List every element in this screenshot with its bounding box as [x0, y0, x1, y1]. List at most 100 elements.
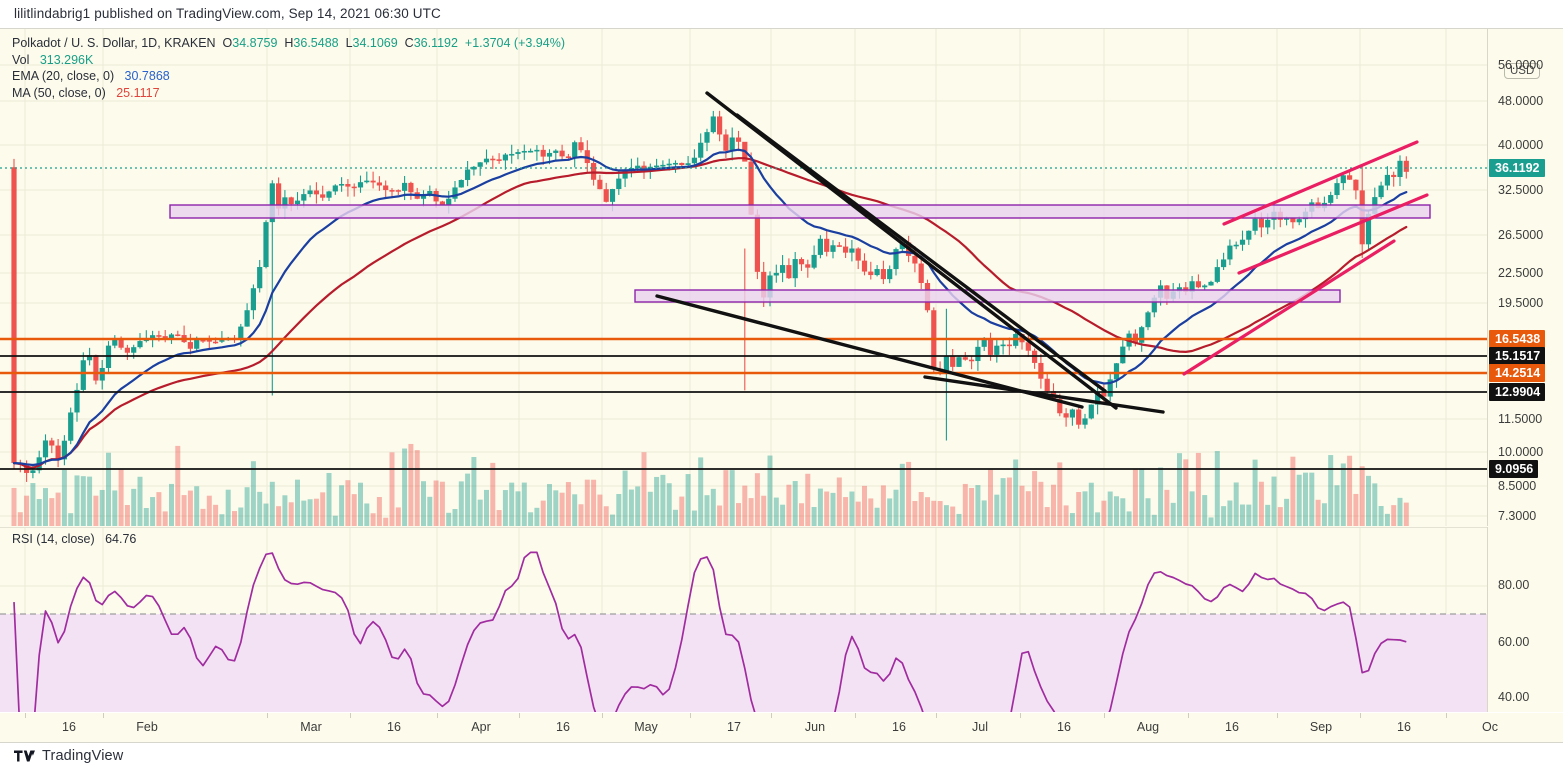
- candle-body: [68, 412, 74, 441]
- currency-pill[interactable]: USD: [1504, 63, 1541, 79]
- price-level-badge[interactable]: 16.5438: [1489, 330, 1546, 348]
- ascending-channel[interactable]: [1182, 140, 1429, 376]
- volume-bar: [950, 506, 956, 526]
- price-level-badge[interactable]: 15.1517: [1489, 347, 1546, 365]
- volume-series: [11, 443, 1409, 526]
- rsi-pane[interactable]: RSI (14, close) 64.76: [0, 527, 1487, 712]
- candle-body: [994, 345, 1000, 355]
- volume-bar: [389, 452, 395, 526]
- candle-body: [830, 245, 836, 252]
- volume-bar: [1164, 489, 1170, 526]
- volume-bar: [345, 480, 351, 526]
- volume-bar: [912, 501, 918, 526]
- price-axis-tick: 56.0000: [1498, 58, 1544, 72]
- volume-bar: [597, 494, 603, 526]
- candle-body: [288, 197, 294, 205]
- time-axis-tick: 16: [892, 720, 906, 734]
- volume-bar: [1051, 484, 1056, 526]
- candle-body: [1290, 217, 1296, 223]
- time-axis-separator: [855, 713, 856, 718]
- volume-bar: [943, 505, 949, 526]
- time-axis-separator: [1446, 713, 1447, 718]
- candle-body: [698, 142, 704, 158]
- candle-body: [1328, 195, 1334, 203]
- time-axis-separator: [350, 713, 351, 718]
- volume-bar: [887, 498, 893, 526]
- volume-bar: [402, 448, 408, 526]
- volume-bar: [112, 490, 118, 526]
- volume-bar: [880, 485, 886, 526]
- volume-bar: [1145, 498, 1151, 526]
- candle-body: [168, 334, 175, 340]
- candle-body: [950, 356, 956, 367]
- volume-bar: [162, 511, 168, 526]
- volume-bar: [225, 489, 231, 526]
- volume-bar: [106, 452, 111, 526]
- chart-frame[interactable]: Polkadot / U. S. Dollar, 1D, KRAKEN O34.…: [0, 28, 1563, 712]
- volume-bar: [553, 490, 559, 526]
- volume-bar: [679, 496, 685, 526]
- volume-bar: [805, 473, 811, 526]
- candle-body: [263, 222, 269, 268]
- descending-trendline-mid[interactable]: [735, 113, 1107, 393]
- trendlines[interactable]: [655, 91, 1165, 414]
- volume-bar: [565, 482, 571, 526]
- price-level-badge[interactable]: 9.0956: [1489, 460, 1539, 478]
- price-level-badge[interactable]: 36.1192: [1489, 159, 1545, 177]
- price-pane[interactable]: Polkadot / U. S. Dollar, 1D, KRAKEN O34.…: [0, 29, 1487, 526]
- candle-body: [912, 255, 918, 264]
- candle-body: [729, 137, 735, 151]
- price-level-badge[interactable]: 14.2514: [1489, 364, 1546, 382]
- volume-bar: [194, 486, 200, 526]
- time-axis[interactable]: 16 Feb Mar 16 Apr 16 May 17 Jun 16 Jul 16 Aug 16 Sep 16…: [0, 713, 1563, 743]
- price-axis[interactable]: USD 56.0000 48.0000 40.0000 32.5000 26.5000 2…: [1487, 29, 1563, 557]
- horizontal-levels[interactable]: [0, 337, 1487, 470]
- candle-body: [427, 190, 433, 196]
- supply-demand-zones[interactable]: [169, 204, 1431, 303]
- candle-body: [446, 198, 452, 205]
- volume-bar: [799, 503, 804, 526]
- candle-body: [282, 197, 288, 209]
- time-axis-tick: Aug: [1136, 720, 1160, 734]
- volume-bar: [1284, 498, 1290, 526]
- lower-demand-zone[interactable]: [634, 289, 1341, 303]
- volume-bar: [263, 503, 269, 526]
- volume-bar: [458, 481, 464, 526]
- volume-bar: [1000, 478, 1006, 526]
- price-level-badge[interactable]: 12.9904: [1489, 383, 1546, 401]
- candle-body: [502, 154, 508, 161]
- descending-trendline-short[interactable]: [923, 375, 1165, 414]
- upper-supply-zone[interactable]: [169, 204, 1431, 219]
- candle-body: [843, 246, 849, 253]
- candle-body: [269, 183, 275, 223]
- candle-body: [1202, 285, 1208, 288]
- channel-lower-line[interactable]: [1237, 193, 1429, 275]
- rsi-axis[interactable]: 80.00 60.00 40.00: [1487, 527, 1563, 712]
- candle-body: [1239, 239, 1246, 245]
- candle-body: [509, 153, 515, 156]
- channel-upper-line[interactable]: [1222, 140, 1419, 226]
- volume-bar: [1214, 451, 1220, 526]
- channel-support-line[interactable]: [1182, 239, 1396, 376]
- time-axis-tick: Jul: [972, 720, 988, 734]
- candle-body: [11, 167, 17, 464]
- time-axis-tick: 16: [1397, 720, 1411, 734]
- volume-bar: [1069, 513, 1075, 526]
- volume-bar: [673, 509, 678, 526]
- candle-body: [93, 355, 99, 381]
- candle-body: [521, 150, 527, 153]
- candle-body: [1347, 175, 1353, 180]
- candle-body: [1265, 219, 1271, 228]
- volume-bar: [1139, 468, 1145, 526]
- volume-bar: [780, 504, 786, 526]
- volume-bar: [232, 511, 237, 526]
- volume-bar: [30, 483, 36, 526]
- candle-body: [1113, 363, 1120, 380]
- price-axis-tick: 32.5000: [1498, 183, 1544, 197]
- volume-bar: [1158, 467, 1164, 526]
- volume-bar: [704, 495, 710, 526]
- volume-bar: [238, 507, 244, 526]
- volume-bar: [515, 491, 521, 526]
- volume-bar: [301, 500, 307, 526]
- price-grid: [0, 29, 1487, 526]
